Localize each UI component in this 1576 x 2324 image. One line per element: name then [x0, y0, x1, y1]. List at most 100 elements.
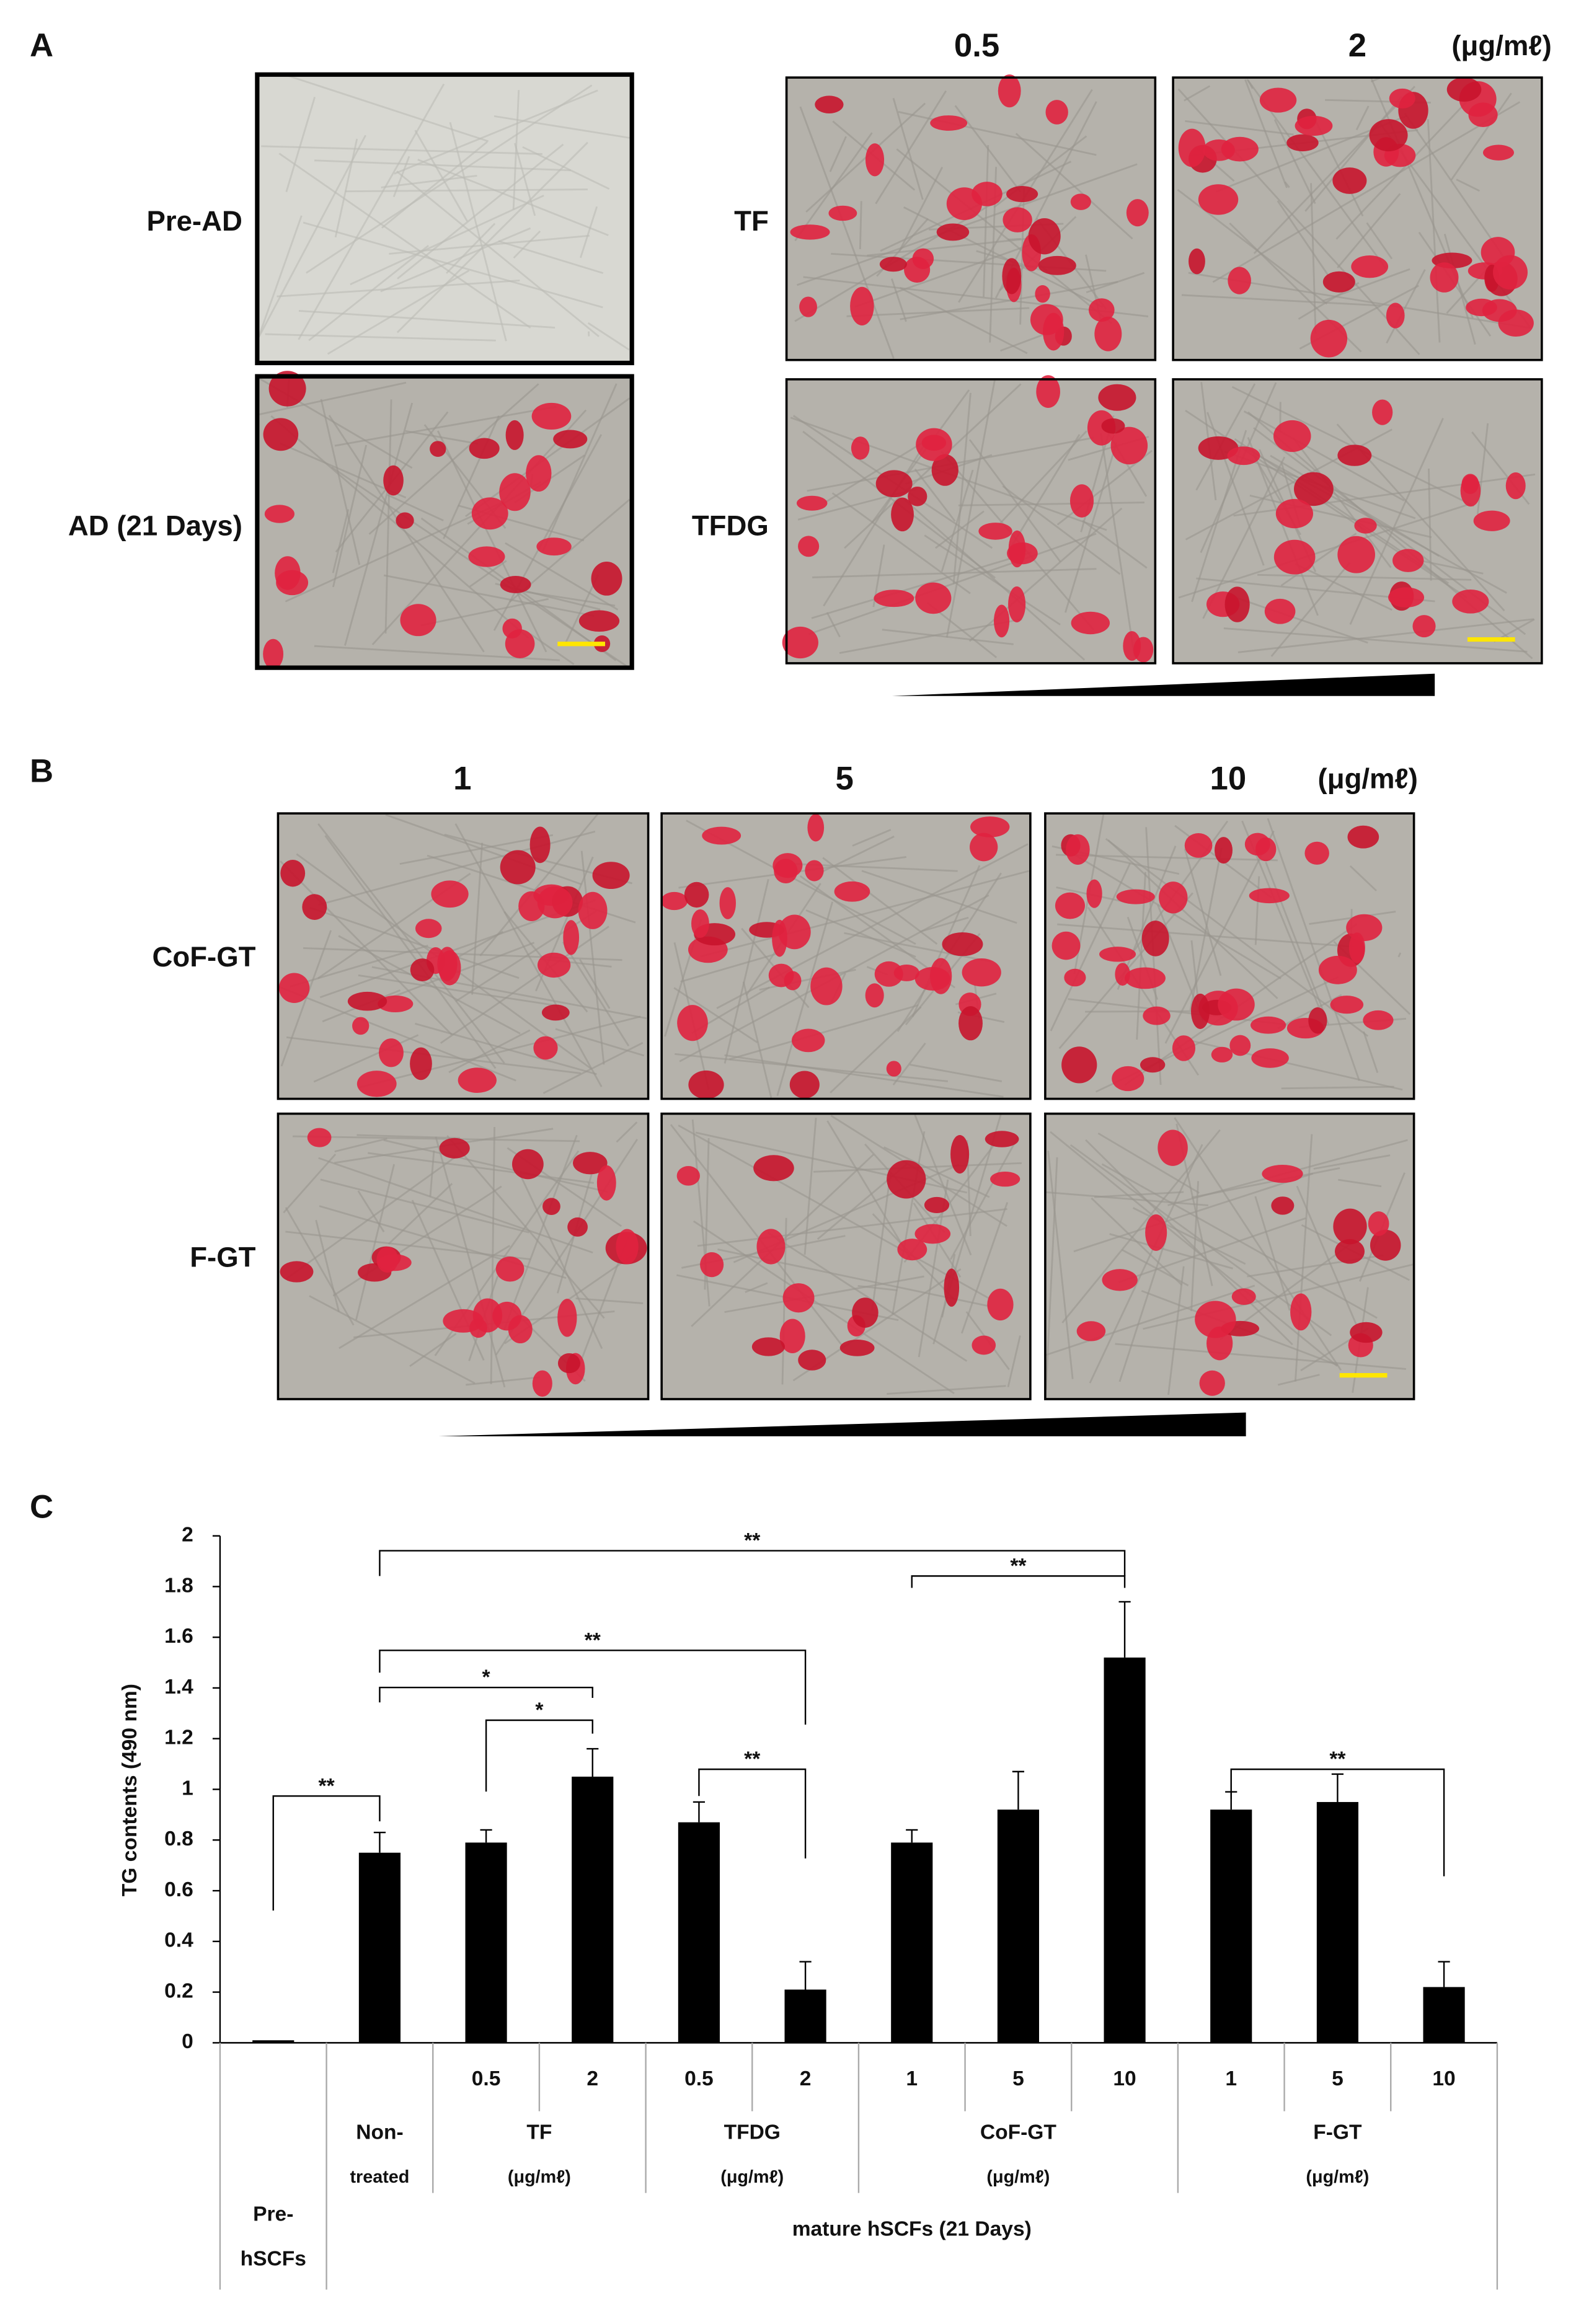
cell-fiber — [1254, 876, 1260, 945]
lipid-droplet — [1473, 510, 1510, 531]
y-tick-label: 1.8 — [164, 1574, 193, 1597]
lipid-droplet — [468, 546, 505, 567]
cell-fiber — [285, 1156, 456, 1280]
lipid-droplet — [541, 1004, 570, 1021]
lipid-droplet — [1070, 193, 1091, 210]
cell-fiber — [1247, 79, 1254, 89]
lipid-droplet — [1069, 484, 1094, 518]
lipid-droplet — [505, 629, 535, 658]
cell-fiber — [776, 901, 834, 1097]
group-label: (μg/mℓ) — [1306, 2167, 1369, 2187]
lipid-droplet — [352, 1017, 370, 1035]
cell-fiber — [822, 857, 938, 945]
lipid-droplet — [1140, 1057, 1166, 1073]
cell-fiber — [1243, 410, 1405, 501]
lipid-droplet — [431, 880, 469, 908]
cell-fiber — [328, 415, 485, 653]
lipid-droplet — [1076, 1321, 1106, 1341]
significance-bracket — [911, 1575, 1126, 1588]
micrograph-border — [1172, 76, 1543, 361]
significance-label: ** — [744, 1748, 761, 1771]
row-label: Pre-AD — [147, 205, 242, 237]
cell-fiber — [368, 1152, 594, 1184]
concentration: 2 — [1348, 27, 1366, 64]
lipid-droplet — [790, 224, 830, 240]
cell-fiber — [443, 415, 500, 539]
micrograph-border — [660, 1112, 1032, 1400]
lipid-droplet — [1116, 889, 1155, 904]
lipid-droplet — [1158, 1129, 1188, 1166]
lipid-droplet — [990, 1172, 1020, 1187]
cell-fiber — [356, 1134, 460, 1139]
cell-fiber — [796, 163, 1138, 286]
cell-fiber — [680, 953, 777, 983]
micrograph-border — [1172, 378, 1543, 665]
lipid-droplet — [1369, 119, 1408, 152]
cell-fiber — [564, 574, 600, 644]
lipid-droplet — [378, 1254, 412, 1271]
cell-fiber — [892, 98, 924, 200]
lipid-droplet — [962, 958, 1001, 987]
bar — [1210, 1809, 1252, 2043]
lipid-droplet — [511, 1149, 544, 1180]
lipid-droplet — [596, 1165, 616, 1201]
lipid-droplet — [499, 473, 531, 511]
cell-fiber — [415, 1022, 597, 1076]
lipid-droplet — [1218, 988, 1255, 1021]
cell-fiber — [700, 870, 1030, 958]
lipid-droplet — [1028, 218, 1061, 255]
group-label: F-GT — [1313, 2121, 1362, 2144]
cell-fiber — [355, 1164, 396, 1320]
cell-fiber — [286, 1036, 582, 1074]
cell-fiber — [1105, 837, 1369, 1037]
lipid-droplet — [946, 187, 983, 220]
cell-fiber — [1267, 818, 1360, 1081]
cell-fiber — [261, 145, 542, 155]
lipid-droplet — [1347, 825, 1379, 849]
significance-label: ** — [319, 1775, 335, 1798]
cell-fiber — [1237, 618, 1534, 653]
lipid-droplet — [768, 963, 794, 987]
lipid-droplet — [1308, 1007, 1327, 1034]
cell-fiber — [1223, 627, 1528, 653]
lipid-droplet — [799, 296, 817, 317]
significance-bracket — [379, 1650, 807, 1725]
lipid-droplet — [851, 436, 870, 460]
cell-fiber — [1443, 233, 1476, 345]
lipid-droplet — [1370, 1229, 1401, 1261]
cell-fiber — [380, 227, 531, 293]
cell-fiber — [519, 1173, 603, 1350]
lipid-droplet — [782, 1283, 815, 1313]
lipid-droplet — [970, 816, 1010, 837]
lipid-droplet — [924, 1196, 950, 1214]
lipid-droplet — [1002, 258, 1022, 294]
lipid-droplet — [850, 286, 874, 325]
lipid-droplet — [677, 1005, 708, 1041]
lipid-droplet — [789, 1071, 820, 1098]
y-tick-label: 1.6 — [164, 1625, 193, 1648]
cell-fiber — [580, 206, 598, 258]
lipid-droplet — [1372, 399, 1393, 425]
cell-fiber — [1476, 423, 1489, 515]
y-tick-label: 0.8 — [164, 1827, 193, 1850]
lipid-droplet — [563, 920, 580, 955]
micrograph — [257, 376, 632, 668]
cell-fiber — [338, 935, 521, 1035]
cell-fiber — [381, 141, 488, 229]
y-tick-label: 0.2 — [164, 1979, 193, 2002]
lipid-droplet — [268, 371, 306, 407]
y-tick-label: 0.6 — [164, 1878, 193, 1901]
lipid-droplet — [495, 1256, 525, 1282]
lipid-droplet — [908, 486, 927, 506]
cell-fiber — [1057, 923, 1355, 948]
lipid-droplet — [942, 932, 983, 957]
cell-fiber — [458, 930, 504, 958]
lipid-droplet — [1227, 446, 1260, 466]
cell-fiber — [871, 389, 970, 524]
cell-fiber — [1249, 494, 1432, 539]
cell-fiber — [1174, 1117, 1342, 1371]
lipid-droplet — [263, 638, 284, 669]
lipid-droplet — [1221, 136, 1259, 162]
cell-fiber — [1270, 562, 1351, 657]
lipid-droplet — [936, 223, 970, 241]
